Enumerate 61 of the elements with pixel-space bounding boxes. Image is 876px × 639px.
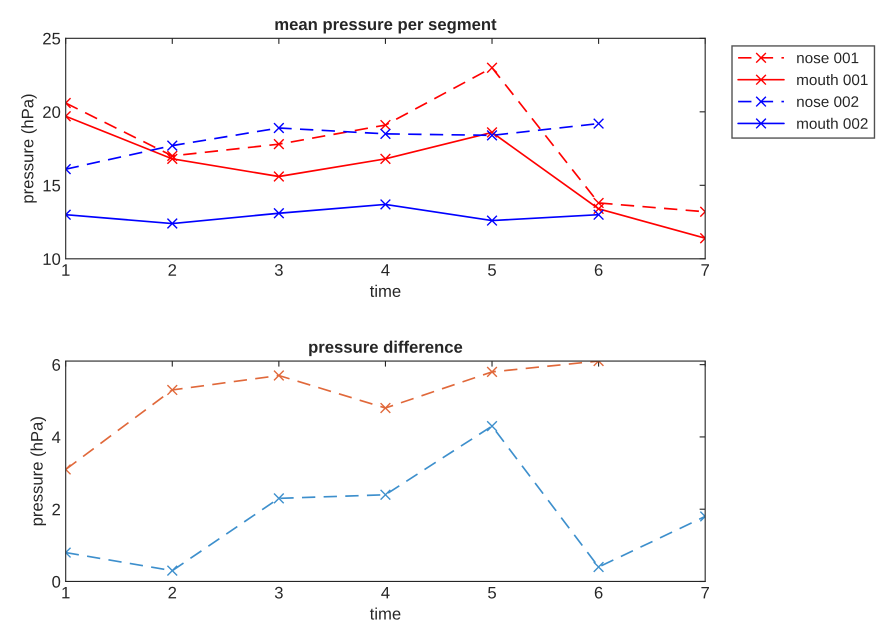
point: [380, 119, 391, 131]
x-tick-label: 2: [168, 586, 176, 598]
y-tick-label: 20: [43, 106, 60, 118]
point: [380, 489, 391, 500]
y-axis-title: pressure (hPa): [30, 417, 46, 526]
point: [486, 420, 498, 432]
x-axis-title: time: [370, 607, 400, 620]
legend-label: mouth 002: [797, 118, 868, 129]
point: [166, 150, 178, 162]
point: [273, 208, 284, 219]
x-tick-label: 7: [701, 264, 709, 276]
legend-label: nose 001: [797, 52, 858, 64]
x-tick-label: 5: [488, 264, 496, 276]
x-tick-label: 4: [381, 264, 390, 276]
point: [166, 218, 178, 230]
point: [486, 126, 498, 138]
point: [380, 128, 391, 140]
y-tick-label: 6: [52, 359, 60, 371]
chart-title: mean pressure per segment: [275, 19, 496, 34]
point: [273, 492, 284, 504]
x-tick-label: 1: [62, 264, 70, 276]
x-tick-label: 2: [168, 264, 176, 276]
point: [273, 138, 284, 150]
y-tick-label: 10: [44, 253, 60, 265]
point: [380, 153, 391, 164]
point: [486, 62, 498, 74]
point: [593, 203, 604, 214]
point: [166, 565, 178, 576]
point: [593, 561, 604, 573]
point: [166, 153, 178, 164]
y-tick-label: 0: [52, 576, 60, 588]
legend-label: nose 002: [797, 96, 858, 108]
x-tick-label: 3: [274, 264, 283, 276]
point: [486, 366, 498, 378]
y-axis-title: pressure (hPa): [21, 94, 37, 203]
x-tick-label: 6: [594, 264, 602, 276]
y-tick-label: 15: [44, 180, 60, 192]
x-tick-label: 6: [594, 586, 602, 599]
x-tick-label: 1: [62, 586, 70, 598]
x-tick-label: 7: [701, 586, 709, 598]
y-tick-label: 25: [43, 32, 60, 45]
x-tick-label: 3: [274, 586, 283, 599]
y-tick-label: 2: [52, 504, 60, 516]
legend-label: mouth 001: [797, 74, 868, 86]
point: [166, 384, 178, 396]
x-axis-title: time: [370, 284, 400, 297]
x-tick-label: 5: [488, 586, 496, 599]
point: [273, 170, 284, 182]
x-tick-label: 4: [381, 586, 390, 598]
y-tick-label: 4: [52, 432, 60, 443]
point: [593, 197, 604, 208]
chart-title: pressure difference: [309, 340, 462, 356]
point: [380, 402, 391, 414]
point: [593, 118, 604, 130]
point: [166, 140, 178, 152]
point: [486, 130, 498, 141]
point: [486, 215, 498, 226]
point: [593, 209, 604, 220]
point: [273, 122, 284, 134]
point: [273, 370, 284, 382]
point: [380, 198, 391, 210]
